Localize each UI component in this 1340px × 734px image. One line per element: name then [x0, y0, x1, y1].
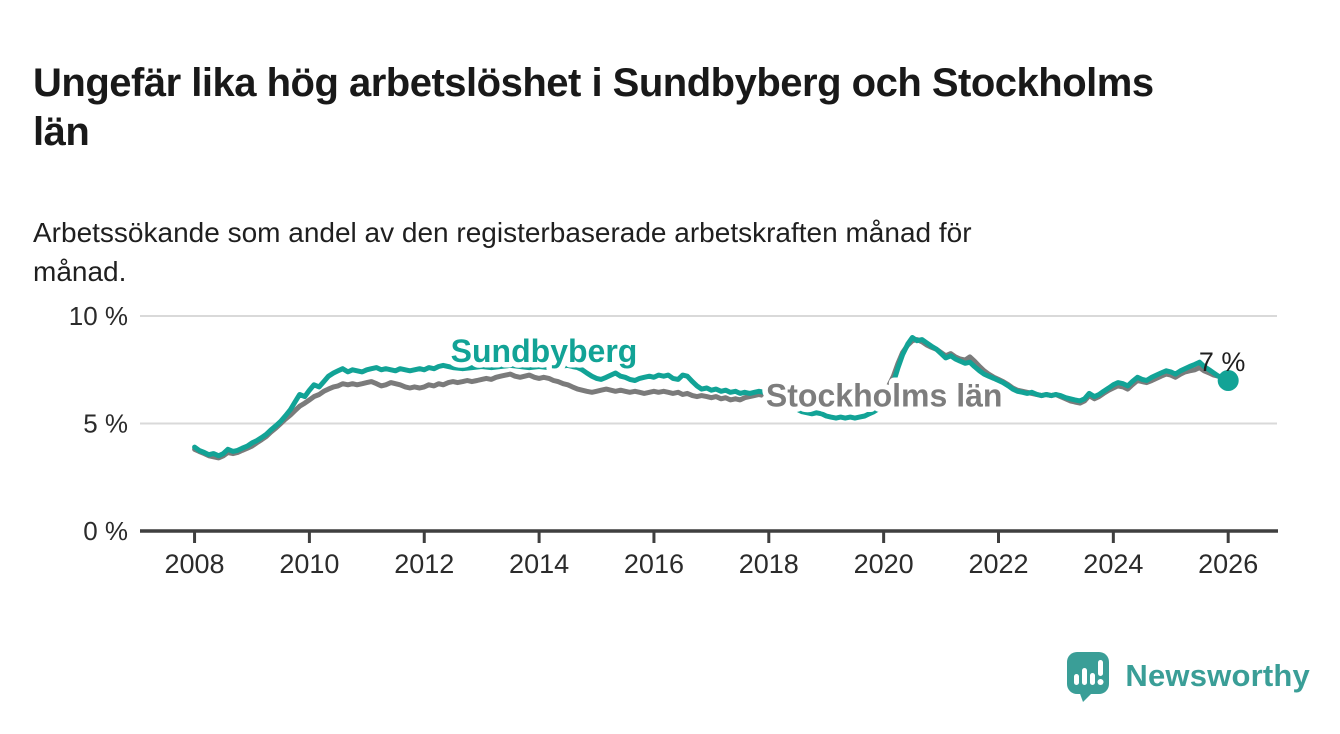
brand-name: Newsworthy [1125, 658, 1310, 693]
x-axis-label-2016: 2016 [624, 549, 684, 579]
x-axis-label-2018: 2018 [739, 549, 799, 579]
y-axis-label-10: 10 % [69, 301, 128, 331]
newsworthy-logo-icon [1067, 652, 1110, 702]
x-axis-label-2026: 2026 [1198, 549, 1258, 579]
x-axis-label-2020: 2020 [854, 549, 914, 579]
series-label-stockholms-l-n: Stockholms län [766, 378, 1003, 414]
line-chart: 0 % 5 % 10 % 2008 2010 2012 2014 2016 2018 2020 20… [69, 301, 1278, 579]
x-axis-label-2014: 2014 [509, 549, 569, 579]
page-title: Ungefär lika hög arbetslöshet i Sundbybe… [33, 60, 1154, 154]
x-axis-label-2024: 2024 [1083, 549, 1143, 579]
y-axis-label-0: 0 % [83, 516, 128, 546]
latest-value-dot [1217, 370, 1239, 391]
brand-footer: Newsworthy [1065, 650, 1310, 702]
x-axis-label-2008: 2008 [165, 549, 225, 579]
y-axis-label-5: 5 % [83, 409, 128, 439]
x-axis-label-2012: 2012 [394, 549, 454, 579]
chart-subtitle: Arbetssökande som andel av den registerb… [33, 217, 972, 287]
series-line-sundbyberg [192, 335, 1231, 459]
x-axis-label-2022: 2022 [968, 549, 1028, 579]
series-label-sundbyberg: Sundbyberg [451, 333, 638, 369]
latest-value-annotation: 7 % [1199, 347, 1246, 377]
x-axis-label-2010: 2010 [279, 549, 339, 579]
